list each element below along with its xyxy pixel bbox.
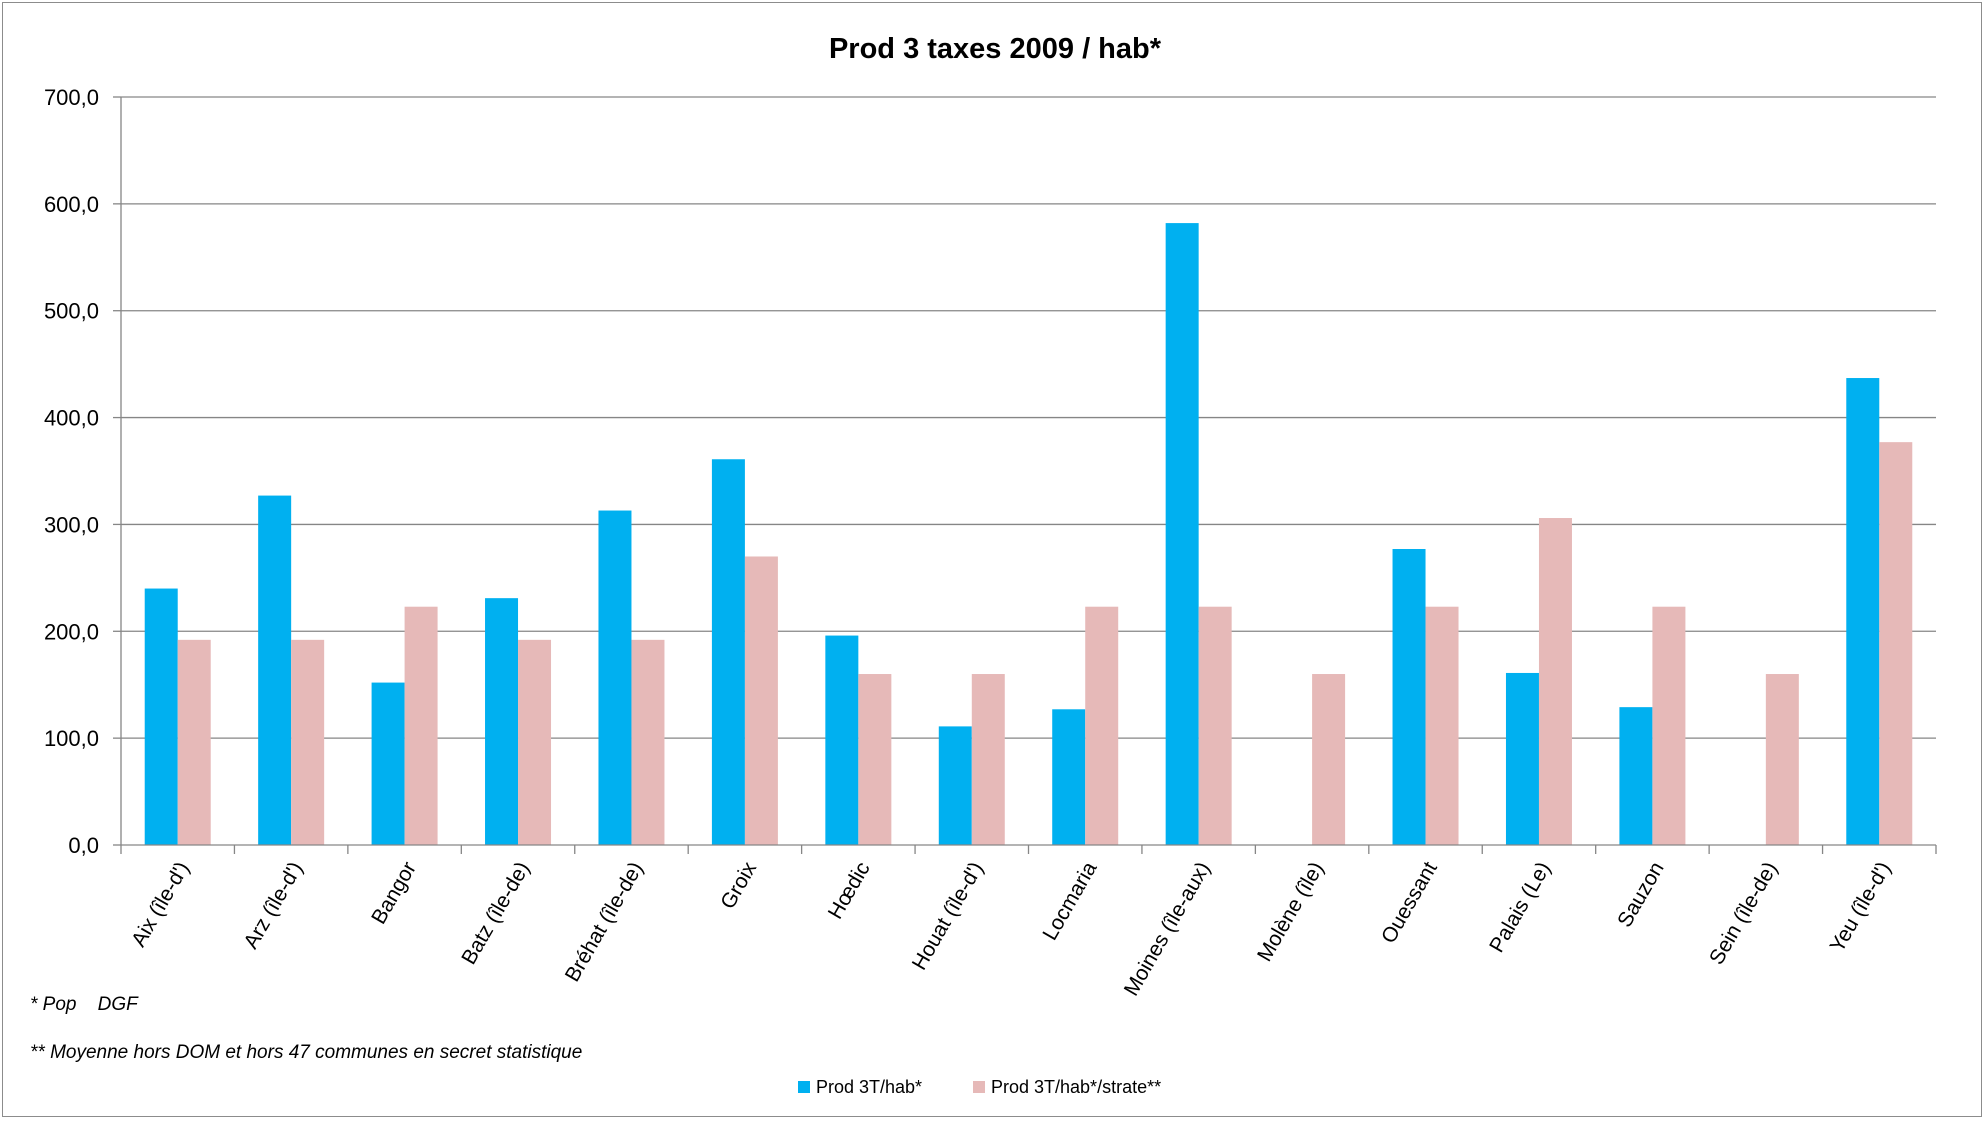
bar-strate xyxy=(1879,442,1913,845)
y-tick-label: 400,0 xyxy=(44,406,99,431)
footnote-pop: * Pop DGF xyxy=(30,994,139,1015)
x-tick-label: Moines (île-aux) xyxy=(1120,858,1215,1000)
bar-strate xyxy=(1198,606,1232,845)
bar-strate xyxy=(1538,518,1572,845)
bar-strate xyxy=(404,606,438,845)
bar-prod xyxy=(1165,223,1199,845)
chart-title: Prod 3 taxes 2009 / hab* xyxy=(829,33,1162,65)
y-tick-label: 500,0 xyxy=(44,299,99,324)
x-tick-label: Locmaria xyxy=(1038,858,1101,945)
legend-swatch xyxy=(798,1081,810,1093)
bar-prod xyxy=(825,635,859,845)
y-axis-ticks: 0,0 100,0 200,0 300,0 400,0 500,0 600,0 700,0 xyxy=(44,85,121,858)
footnote-average: ** Moyenne hors DOM et hors 47 communes … xyxy=(30,1042,582,1063)
bar-prod xyxy=(1619,707,1653,845)
x-tick-label: Aix (île-d') xyxy=(127,858,194,951)
x-tick-label: Palais (Le) xyxy=(1485,858,1555,956)
x-tick-label: Groix xyxy=(716,858,761,913)
bar-prod xyxy=(371,682,405,845)
bar-strate xyxy=(1425,606,1459,845)
x-tick-label: Sein (île-de) xyxy=(1705,858,1782,969)
bar-strate xyxy=(631,639,665,845)
bar-strate xyxy=(858,674,892,845)
bar-strate xyxy=(177,639,211,845)
bar-prod xyxy=(1052,709,1086,845)
bar-prod xyxy=(711,459,745,845)
bar-strate xyxy=(518,639,552,845)
bar-strate xyxy=(971,674,1005,845)
x-tick-label: Sauzon xyxy=(1613,858,1669,931)
y-tick-label: 200,0 xyxy=(44,619,99,644)
x-tick-label: Bangor xyxy=(367,858,421,928)
bar-prod xyxy=(598,510,632,845)
x-tick-label: Houat (île-d') xyxy=(908,858,988,974)
x-tick-label: Hœdic xyxy=(824,858,875,923)
legend-label: Prod 3T/hab*/strate** xyxy=(991,1077,1161,1097)
legend: Prod 3T/hab* Prod 3T/hab*/strate** xyxy=(798,1077,1161,1097)
y-tick-label: 700,0 xyxy=(44,85,99,110)
bar-strate xyxy=(1765,674,1799,845)
bar-prod xyxy=(144,588,178,845)
bar-strate xyxy=(291,639,325,845)
bar-prod xyxy=(258,495,292,845)
bars xyxy=(144,223,1913,845)
x-tick-label: Batz (île-de) xyxy=(457,858,534,969)
x-tick-label: Ouessant xyxy=(1377,858,1442,947)
bar-prod xyxy=(1846,378,1880,845)
legend-swatch xyxy=(973,1081,985,1093)
bar-prod xyxy=(1392,549,1426,845)
legend-label: Prod 3T/hab* xyxy=(816,1077,922,1097)
bar-prod xyxy=(485,598,519,845)
x-tick-label: Yeu (île-d') xyxy=(1826,858,1896,956)
x-axis-ticks: Aix (île-d') Arz (île-d') Bangor Batz (île-… xyxy=(120,845,1937,1000)
bar-strate xyxy=(1312,674,1346,845)
y-tick-label: 300,0 xyxy=(44,512,99,537)
bar-prod xyxy=(938,726,972,845)
x-tick-label: Molène (île) xyxy=(1253,858,1328,966)
y-tick-label: 0,0 xyxy=(68,833,99,858)
y-tick-label: 100,0 xyxy=(44,726,99,751)
y-tick-label: 600,0 xyxy=(44,192,99,217)
x-tick-label: Bréhat (île-de) xyxy=(561,858,648,986)
bar-strate xyxy=(1652,606,1686,845)
bar-strate xyxy=(1085,606,1119,845)
bar-prod xyxy=(1505,672,1539,845)
x-tick-label: Arz (île-d') xyxy=(239,858,307,953)
bar-strate xyxy=(744,556,778,845)
